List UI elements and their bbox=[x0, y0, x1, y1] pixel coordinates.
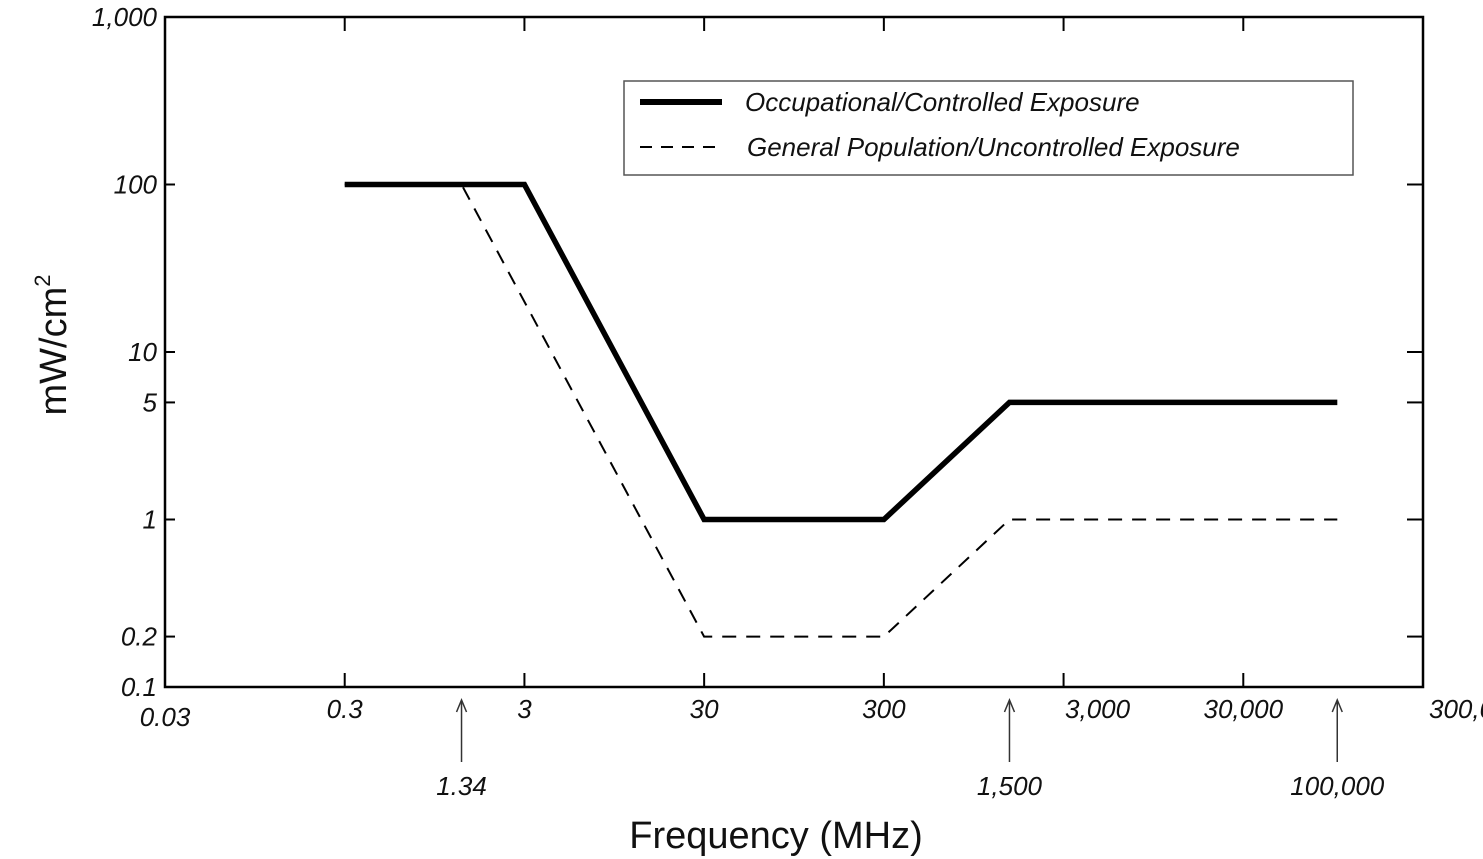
x-tick-label-30-000: 30,000 bbox=[1204, 694, 1284, 724]
y-axis-ticks: 1,000 100 10 5 1 0.2 0.1 bbox=[92, 2, 1423, 702]
y-axis-title-group: mW/cm2 bbox=[30, 275, 75, 416]
legend-box bbox=[623, 80, 1354, 176]
legend-label-general-population: General Population/Uncontrolled Exposure bbox=[747, 132, 1240, 162]
y-tick-label-0-1: 0.1 bbox=[121, 672, 157, 702]
legend-label-occupational: Occupational/Controlled Exposure bbox=[745, 87, 1140, 117]
annotation-arrow-head-1-500 bbox=[1003, 698, 1016, 713]
annotation-arrow-head-1-34 bbox=[455, 698, 468, 713]
series-line-general-population bbox=[344, 183, 1338, 638]
annotation-label-100-000: 100,000 bbox=[1290, 771, 1385, 801]
x-tick-label-30: 30 bbox=[690, 694, 719, 724]
x-axis-annotations: 1.34 1,500 100,000 bbox=[436, 698, 1385, 801]
y-tick-label-1: 1 bbox=[143, 505, 157, 535]
x-axis-title: Frequency (MHz) bbox=[629, 815, 923, 857]
annotation-label-1-34: 1.34 bbox=[436, 771, 487, 801]
y-tick-label-5: 5 bbox=[143, 387, 158, 417]
x-tick-label-0-3: 0.3 bbox=[327, 694, 364, 724]
legend: Occupational/Controlled Exposure General… bbox=[623, 80, 1354, 176]
y-tick-label-10: 10 bbox=[128, 337, 157, 367]
x-tick-label-300: 300 bbox=[862, 694, 906, 724]
x-tick-label-3-000: 3,000 bbox=[1065, 694, 1131, 724]
y-tick-label-1-000: 1,000 bbox=[92, 2, 158, 32]
x-axis-ticks: 0.03 0.3 3 30 300 3,000 30,000 300,000 bbox=[140, 17, 1483, 732]
series-layer bbox=[344, 181, 1338, 638]
y-tick-label-0-2: 0.2 bbox=[121, 622, 158, 652]
y-axis-title-superscript: 2 bbox=[30, 275, 55, 287]
annotation-arrow-head-100-000 bbox=[1331, 698, 1343, 713]
y-tick-label-100: 100 bbox=[114, 170, 158, 200]
x-tick-label-300-000: 300,000 bbox=[1429, 694, 1483, 724]
y-axis-title-main: mW/cm bbox=[33, 287, 75, 416]
y-axis-title: mW/cm2 bbox=[30, 275, 75, 416]
series-line-occupational bbox=[344, 181, 1338, 523]
x-tick-label-0-03: 0.03 bbox=[140, 702, 191, 732]
x-tick-label-3: 3 bbox=[517, 694, 532, 724]
annotation-label-1-500: 1,500 bbox=[977, 771, 1043, 801]
